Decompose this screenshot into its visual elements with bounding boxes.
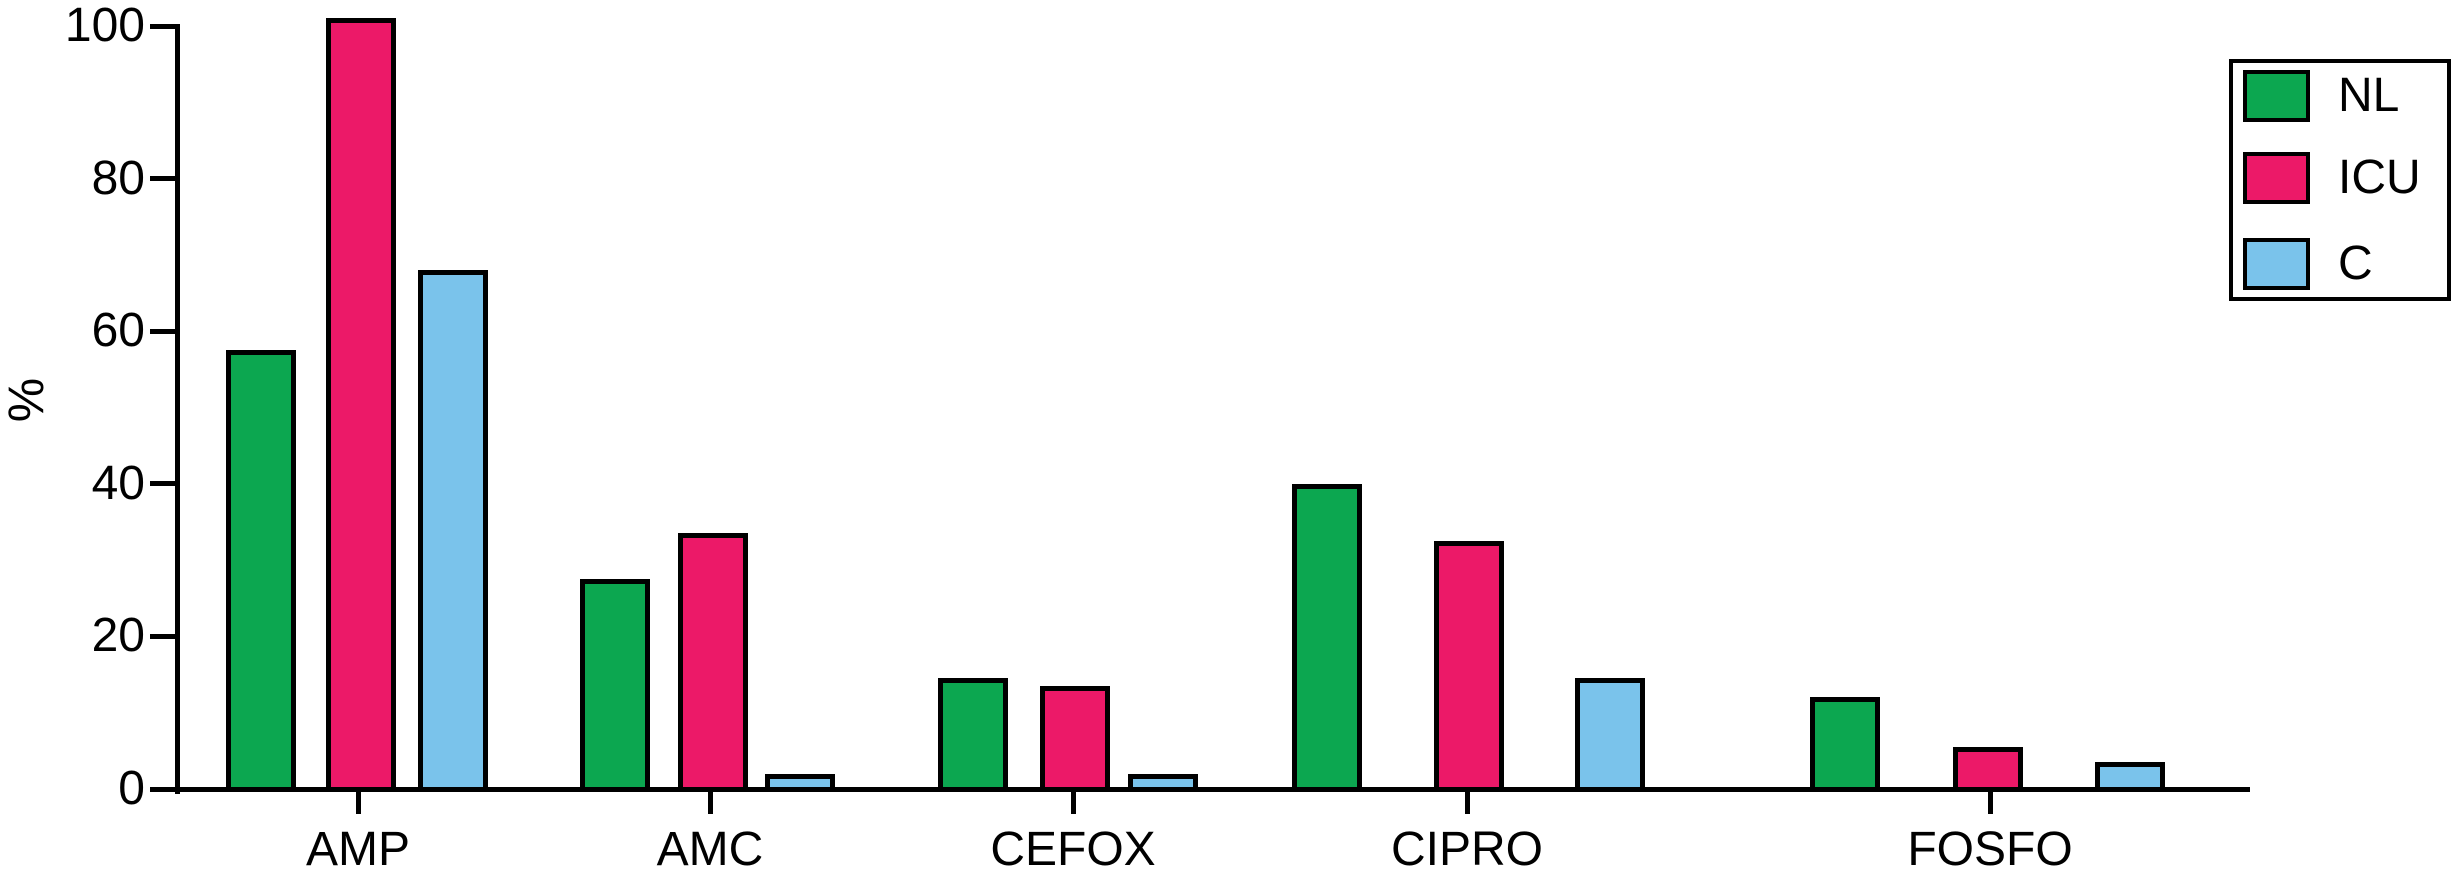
y-tick-60 (150, 329, 175, 334)
y-tick-label-40: 40 (91, 457, 145, 510)
bar-cipro-nl (1292, 484, 1362, 792)
y-axis-line (175, 24, 180, 794)
x-label-amp: AMP (305, 823, 410, 876)
bar-fosfo-icu (1953, 747, 2023, 792)
x-label-fosfo: FOSFO (1907, 823, 2073, 876)
x-label-cipro: CIPRO (1390, 823, 1543, 876)
x-tick-amc (708, 789, 713, 814)
legend-label-c: C (2338, 237, 2373, 290)
legend-swatch-nl (2243, 70, 2310, 122)
bar-fosfo-nl (1810, 697, 1880, 792)
y-axis-label: % (0, 377, 54, 423)
x-label-cefox: CEFOX (990, 823, 1156, 876)
legend-swatch-icu (2243, 152, 2310, 204)
bar-amp-c (418, 270, 488, 792)
legend-label-icu: ICU (2338, 151, 2421, 204)
bar-amc-nl (580, 579, 650, 792)
bar-cipro-icu (1434, 541, 1504, 792)
y-tick-label-20: 20 (91, 609, 145, 662)
y-tick-20 (150, 634, 175, 639)
y-tick-label-60: 60 (91, 304, 145, 357)
y-tick-100 (150, 24, 175, 29)
x-tick-cefox (1071, 789, 1076, 814)
legend-item-nl: NL (2243, 70, 2399, 122)
bar-fosfo-c (2095, 762, 2165, 792)
x-tick-cipro (1465, 789, 1470, 814)
bar-amp-icu (326, 18, 396, 792)
legend: NL ICU C (2229, 59, 2451, 301)
y-tick-label-100: 100 (64, 0, 145, 52)
y-tick-label-0: 0 (118, 762, 145, 815)
legend-label-nl: NL (2338, 69, 2400, 122)
bar-cefox-icu (1040, 686, 1110, 792)
bar-amc-icu (678, 533, 748, 792)
y-tick-0 (150, 787, 175, 792)
bar-amc-c (765, 774, 835, 792)
y-tick-40 (150, 481, 175, 486)
bar-cefox-c (1128, 774, 1198, 792)
x-tick-fosfo (1988, 789, 1993, 814)
x-axis-line (175, 787, 2250, 792)
legend-swatch-c (2243, 238, 2310, 290)
bar-cipro-c (1575, 678, 1645, 792)
legend-item-icu: ICU (2243, 152, 2421, 204)
x-label-amc: AMC (656, 823, 764, 876)
bar-amp-nl (226, 350, 296, 792)
y-tick-80 (150, 176, 175, 181)
y-tick-label-80: 80 (91, 152, 145, 205)
x-tick-amp (356, 789, 361, 814)
bar-cefox-nl (938, 678, 1008, 792)
legend-item-c: C (2243, 238, 2373, 290)
